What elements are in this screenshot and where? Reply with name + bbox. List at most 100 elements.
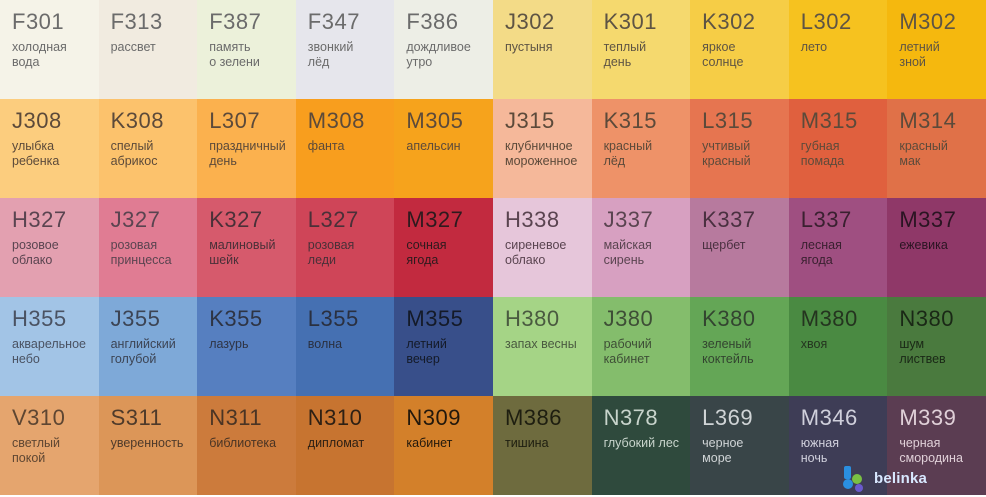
swatch-code: H355 (12, 306, 67, 331)
color-swatch: N378 глубокий лес (591, 396, 691, 495)
swatch-name: запах весны (504, 337, 577, 351)
swatch-name: библиотека (209, 436, 277, 450)
swatch-name: майская сирень (603, 238, 652, 267)
swatch-code: J337 (603, 207, 654, 232)
color-swatch: M386 тишина (492, 396, 592, 495)
swatch-name: дипломат (307, 436, 365, 450)
color-swatch: J380 рабочий кабинет (591, 297, 691, 396)
swatch-name: спелый абрикос (110, 139, 158, 168)
color-swatch: N309 кабинет (394, 396, 493, 495)
swatch-name: лето (800, 40, 828, 54)
swatch-code: H327 (12, 207, 67, 232)
color-swatch: H355 акварельное небо (0, 297, 99, 396)
color-swatch: L315 учтивый красный (690, 99, 789, 198)
swatch-name: рассвет (110, 40, 156, 54)
swatch-code: L355 (307, 306, 359, 331)
belinka-logo: belinka (840, 464, 950, 492)
swatch-name: светлый покой (12, 436, 60, 465)
swatch-name: красный мак (899, 139, 948, 168)
color-swatch: L337 лесная ягода (788, 198, 888, 297)
swatch-name: розовая леди (307, 238, 355, 267)
color-swatch: M380 хвоя (788, 297, 888, 396)
color-swatch: J308 улыбка ребенка (0, 99, 99, 198)
color-swatch: K327 малиновый шейк (197, 198, 296, 297)
swatch-name: тишина (504, 436, 549, 450)
swatch-name: акварельное небо (12, 337, 86, 366)
color-swatch: L302 лето (788, 0, 888, 99)
color-swatch: N310 дипломат (295, 396, 395, 495)
color-swatch: M302 летний зной (887, 0, 986, 99)
color-swatch: K380 зеленый коктейль (690, 297, 789, 396)
swatch-code: K301 (603, 9, 657, 34)
swatch-name: лесная ягода (800, 238, 842, 267)
color-swatch: K308 спелый абрикос (98, 99, 198, 198)
swatch-code: V310 (12, 405, 66, 430)
swatch-name: южная ночь (800, 436, 839, 465)
color-swatch: M355 летний вечер (394, 297, 493, 396)
belinka-logo-text: belinka (874, 469, 928, 487)
color-swatch: K301 теплый день (591, 0, 691, 99)
swatch-code: K315 (603, 108, 657, 133)
swatch-name: розовая принцесса (110, 238, 172, 267)
color-swatch: M339 черная смородина (887, 396, 986, 495)
swatch-name: черная смородина (899, 436, 963, 465)
swatch-code: H380 (504, 306, 560, 331)
color-swatch: M327 сочная ягода (394, 198, 493, 297)
swatch-name: сиреневое облако (504, 238, 567, 267)
color-swatch: K315 красный лёд (591, 99, 691, 198)
swatch-code: K327 (209, 207, 263, 232)
swatch-name: английский голубой (110, 337, 176, 366)
swatch-code: J355 (110, 306, 161, 331)
color-swatch: L307 праздничный день (197, 99, 296, 198)
swatch-code: N311 (209, 405, 263, 430)
swatch-name: апельсин (406, 139, 461, 153)
swatch-code: J380 (603, 306, 654, 331)
swatch-code: M355 (406, 306, 464, 331)
swatch-name: летний вечер (406, 337, 447, 366)
swatch-name: ежевика (899, 238, 948, 252)
swatch-code: F313 (110, 9, 163, 34)
swatch-code: M305 (406, 108, 464, 133)
color-swatch: L327 розовая леди (295, 198, 395, 297)
color-swatch: F301 холодная вода (0, 0, 99, 99)
swatch-name: шум листвев (899, 337, 946, 366)
swatch-code: M327 (406, 207, 464, 232)
swatch-code: L327 (307, 207, 359, 232)
color-swatch: F386 дождливое утро (394, 0, 493, 99)
color-swatch: J302 пустыня (492, 0, 592, 99)
swatch-code: N380 (899, 306, 954, 331)
color-swatch: M346 южная ночь (788, 396, 888, 495)
color-swatch: N380 шум листвев (887, 297, 986, 396)
swatch-code: M339 (899, 405, 957, 430)
swatch-code: K355 (209, 306, 263, 331)
color-swatch: M337 ежевика (887, 198, 986, 297)
color-swatch: F313 рассвет (98, 0, 198, 99)
swatch-code: K308 (110, 108, 164, 133)
color-swatch: M315 губная помада (788, 99, 888, 198)
swatch-name: фанта (307, 139, 345, 153)
swatch-name: хвоя (800, 337, 828, 351)
color-swatch: H338 сиреневое облако (492, 198, 592, 297)
swatch-code: K337 (702, 207, 756, 232)
swatch-code: M386 (504, 405, 563, 430)
swatch-code: N310 (307, 405, 363, 430)
swatch-code: F347 (307, 9, 360, 34)
color-swatch: J337 майская сирень (591, 198, 691, 297)
color-swatch: S311 уверенность (98, 396, 198, 495)
swatch-code: S311 (110, 405, 163, 430)
swatch-code: J308 (12, 108, 62, 133)
color-swatch: J315 клубничное мороженное (492, 99, 592, 198)
swatch-code: N309 (406, 405, 461, 430)
swatch-code: M337 (899, 207, 957, 232)
color-swatch: V310 светлый покой (0, 396, 99, 495)
swatch-name: красный лёд (603, 139, 653, 168)
swatch-name: зеленый коктейль (702, 337, 754, 366)
color-swatch: M314 красный мак (887, 99, 986, 198)
swatch-code: K302 (702, 9, 756, 34)
swatch-code: F301 (12, 9, 65, 34)
swatch-name: черное море (702, 436, 744, 465)
color-swatch: N311 библиотека (197, 396, 296, 495)
color-swatch: H380 запах весны (492, 297, 592, 396)
swatch-code: M346 (800, 405, 858, 430)
